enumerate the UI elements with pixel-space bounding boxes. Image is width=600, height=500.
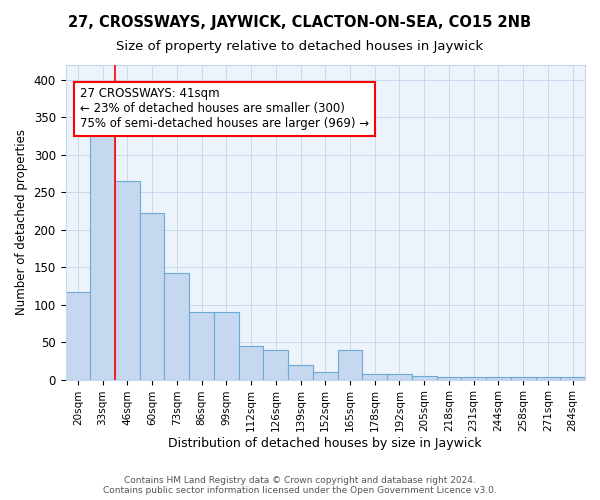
Bar [560, 378, 585, 380]
Bar [412, 376, 437, 380]
Bar [288, 364, 313, 380]
Text: 27, CROSSWAYS, JAYWICK, CLACTON-ON-SEA, CO15 2NB: 27, CROSSWAYS, JAYWICK, CLACTON-ON-SEA, … [68, 15, 532, 30]
Text: Size of property relative to detached houses in Jaywick: Size of property relative to detached ho… [116, 40, 484, 53]
Bar [486, 378, 511, 380]
Bar [214, 312, 239, 380]
Y-axis label: Number of detached properties: Number of detached properties [15, 130, 28, 316]
Bar [65, 292, 90, 380]
Bar [239, 346, 263, 380]
Bar [511, 378, 536, 380]
Bar [313, 372, 338, 380]
Bar [140, 214, 164, 380]
Bar [338, 350, 362, 380]
Bar [189, 312, 214, 380]
Bar [362, 374, 387, 380]
Bar [461, 378, 486, 380]
Bar [263, 350, 288, 380]
Bar [387, 374, 412, 380]
Bar [90, 132, 115, 380]
Bar [437, 378, 461, 380]
Text: 27 CROSSWAYS: 41sqm
← 23% of detached houses are smaller (300)
75% of semi-detac: 27 CROSSWAYS: 41sqm ← 23% of detached ho… [80, 88, 369, 130]
Bar [164, 273, 189, 380]
Text: Contains HM Land Registry data © Crown copyright and database right 2024.
Contai: Contains HM Land Registry data © Crown c… [103, 476, 497, 495]
Bar [536, 378, 560, 380]
X-axis label: Distribution of detached houses by size in Jaywick: Distribution of detached houses by size … [169, 437, 482, 450]
Bar [115, 181, 140, 380]
